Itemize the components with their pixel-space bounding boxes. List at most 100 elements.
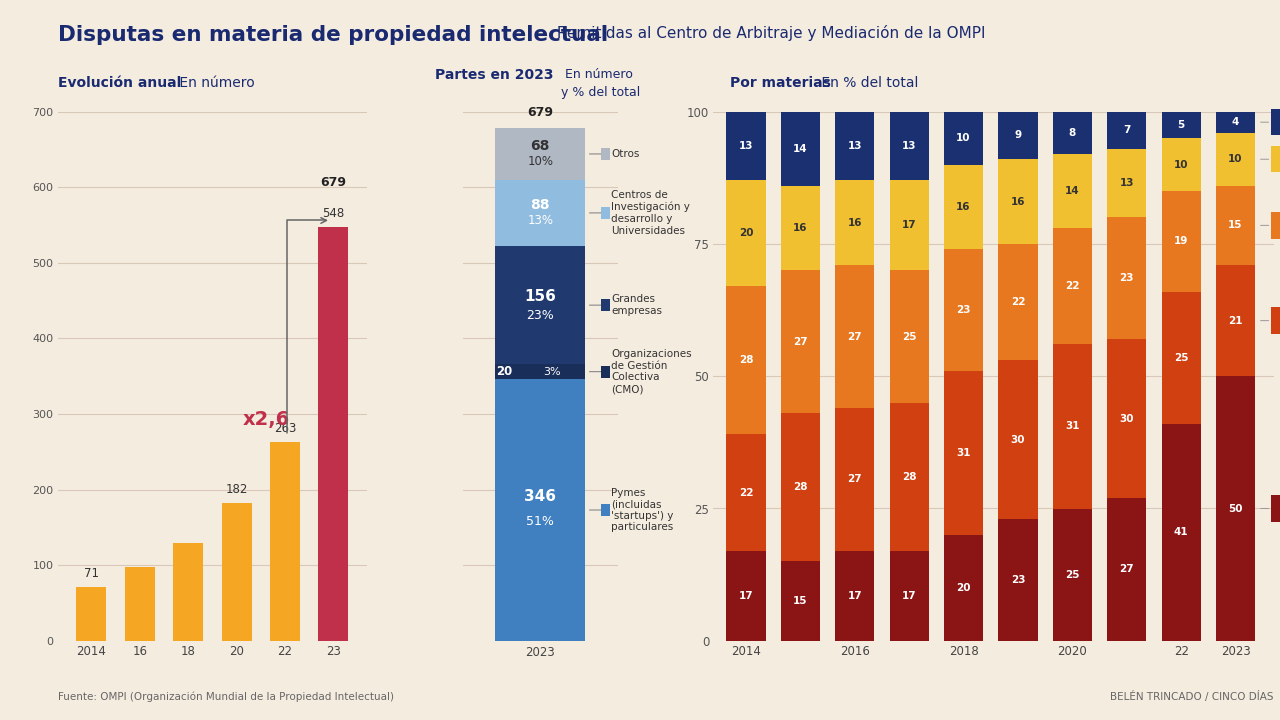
Text: 28: 28 (902, 472, 916, 482)
Bar (1052, 508, 1092, 641)
Bar (1052, 154, 1092, 228)
Text: 17: 17 (902, 220, 916, 230)
Bar (1216, 112, 1256, 132)
Bar (1107, 148, 1147, 217)
Text: 7: 7 (1123, 125, 1130, 135)
Bar (1161, 112, 1201, 138)
Text: 156: 156 (525, 289, 557, 304)
FancyBboxPatch shape (600, 504, 611, 516)
FancyBboxPatch shape (600, 366, 611, 378)
Text: 548: 548 (323, 207, 344, 220)
Bar (781, 186, 820, 270)
Text: 88: 88 (530, 198, 550, 212)
FancyBboxPatch shape (1271, 307, 1280, 334)
Text: Pymes
(incluidas
'startups') y
particulares: Pymes (incluidas 'startups') y particula… (590, 487, 673, 532)
Text: 14: 14 (794, 144, 808, 153)
Text: 20: 20 (956, 583, 970, 593)
Text: 10: 10 (1229, 154, 1243, 164)
Bar (270, 442, 300, 641)
Text: 346: 346 (525, 489, 557, 504)
Bar (781, 112, 820, 186)
Bar (1216, 265, 1256, 376)
Text: 182: 182 (225, 483, 248, 496)
Text: 16: 16 (1011, 197, 1025, 207)
Text: 13%: 13% (527, 214, 553, 227)
Bar (835, 181, 874, 265)
Bar (835, 408, 874, 551)
FancyBboxPatch shape (600, 148, 611, 160)
Text: 20: 20 (739, 228, 753, 238)
Bar (835, 112, 874, 181)
Bar (998, 519, 1038, 641)
Text: 4: 4 (1231, 117, 1239, 127)
Text: Organizaciones
de Gestión
Colectiva
(CMO): Organizaciones de Gestión Colectiva (CMO… (590, 349, 692, 394)
Bar (943, 249, 983, 371)
Text: 263: 263 (274, 422, 296, 435)
Text: 21: 21 (1229, 315, 1243, 325)
Bar (998, 244, 1038, 360)
Text: 50: 50 (1229, 503, 1243, 513)
Bar (1161, 138, 1201, 191)
Bar (890, 112, 929, 181)
FancyBboxPatch shape (1271, 146, 1280, 173)
Text: 13: 13 (1120, 178, 1134, 188)
Bar (77, 587, 106, 641)
Text: 15: 15 (1229, 220, 1243, 230)
Text: 5: 5 (1178, 120, 1185, 130)
Bar (890, 402, 929, 551)
Text: 9: 9 (1014, 130, 1021, 140)
Text: x2,6: x2,6 (243, 410, 291, 429)
Bar (1107, 498, 1147, 641)
Text: 3%: 3% (544, 366, 561, 377)
Text: 15: 15 (794, 596, 808, 606)
Bar (1216, 186, 1256, 265)
Bar (781, 413, 820, 562)
Bar (943, 371, 983, 535)
Text: Otros: Otros (590, 149, 640, 159)
Text: 19: 19 (1174, 236, 1188, 246)
Bar (1107, 339, 1147, 498)
Text: 17: 17 (739, 591, 753, 600)
Text: 41: 41 (1174, 527, 1188, 537)
Text: 71: 71 (84, 567, 99, 580)
Text: 25: 25 (1065, 570, 1079, 580)
Text: 23: 23 (1011, 575, 1025, 585)
Text: Fuente: OMPI (Organización Mundial de la Propiedad Intelectual): Fuente: OMPI (Organización Mundial de la… (58, 691, 394, 702)
Text: Evolución anual: Evolución anual (58, 76, 180, 89)
Text: Disputas en materia de propiedad intelectual: Disputas en materia de propiedad intelec… (58, 25, 608, 45)
Bar (726, 287, 765, 434)
FancyBboxPatch shape (1271, 212, 1280, 238)
Text: 13: 13 (902, 141, 916, 151)
Bar (495, 179, 585, 246)
Bar (1052, 344, 1092, 508)
Bar (319, 227, 348, 641)
Text: 27: 27 (847, 331, 861, 341)
Text: Por materias: Por materias (730, 76, 831, 89)
FancyBboxPatch shape (600, 207, 611, 219)
Bar (1107, 217, 1147, 339)
Text: Grandes
empresas: Grandes empresas (590, 294, 663, 316)
FancyBboxPatch shape (1271, 495, 1280, 522)
Bar (890, 551, 929, 641)
Text: 27: 27 (1120, 564, 1134, 575)
Text: 13: 13 (847, 141, 861, 151)
Bar (495, 128, 585, 179)
Bar (835, 265, 874, 408)
Text: 51%: 51% (526, 515, 554, 528)
Bar (495, 379, 585, 641)
Bar (998, 360, 1038, 519)
Text: 30: 30 (1011, 435, 1025, 445)
Bar (1216, 132, 1256, 186)
Text: 27: 27 (794, 337, 808, 347)
Text: 31: 31 (956, 448, 970, 458)
Text: 17: 17 (847, 591, 861, 600)
Text: 16: 16 (956, 202, 970, 212)
Bar (221, 503, 252, 641)
Text: 16: 16 (847, 217, 861, 228)
Bar (781, 270, 820, 413)
Text: 25: 25 (1174, 353, 1188, 363)
Bar (495, 246, 585, 364)
Text: 20: 20 (497, 365, 512, 378)
Text: 30: 30 (1120, 413, 1134, 423)
Text: En % del total: En % del total (817, 76, 918, 89)
